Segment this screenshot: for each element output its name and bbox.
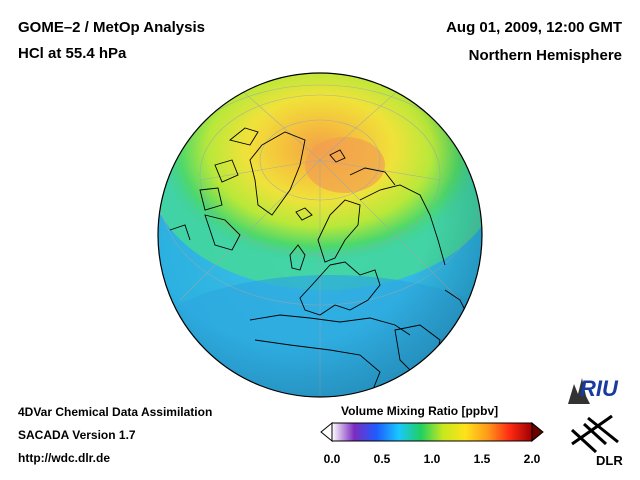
colorbar-high-arrow <box>531 421 544 443</box>
dlr-logo: DLR <box>570 414 623 468</box>
colorbar-tick: 1.0 <box>423 452 441 466</box>
colorbar-gradient <box>331 422 533 442</box>
colorbar-tick: 1.5 <box>473 452 491 466</box>
colorbar <box>320 421 544 443</box>
riu-logo: RIU <box>568 376 619 404</box>
footer-version: SACADA Version 1.7 <box>18 428 136 442</box>
dlr-logo-text: DLR <box>596 453 623 468</box>
colorbar-tick: 0.5 <box>373 452 391 466</box>
datetime: Aug 01, 2009, 12:00 GMT <box>446 19 622 36</box>
title-species: HCl at 55.4 hPa <box>18 45 127 62</box>
footer-method: 4DVar Chemical Data Assimilation <box>18 405 213 419</box>
riu-logo-text: RIU <box>580 376 619 401</box>
title-instrument: GOME–2 / MetOp Analysis <box>18 19 205 36</box>
hemisphere-label: Northern Hemisphere <box>468 47 622 64</box>
colorbar-low-arrow <box>320 421 333 443</box>
globe-outline <box>157 72 483 398</box>
colorbar-title: Volume Mixing Ratio [ppbv] <box>341 404 499 418</box>
colorbar-tick: 0.0 <box>323 452 341 466</box>
colorbar-tick: 2.0 <box>523 452 541 466</box>
footer-url: http://wdc.dlr.de <box>18 451 110 465</box>
